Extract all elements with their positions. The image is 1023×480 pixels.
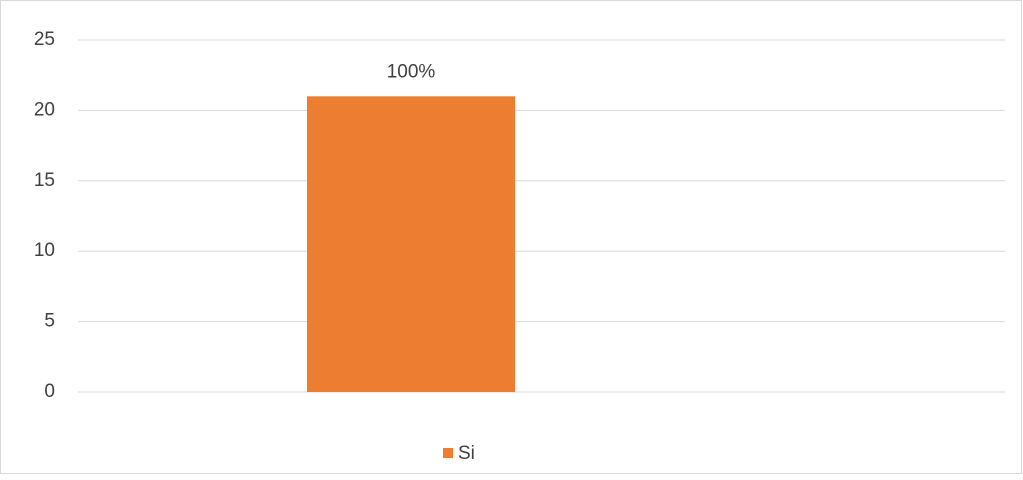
y-tick-label: 25 (34, 29, 55, 50)
y-tick-label: 0 (44, 381, 55, 402)
legend-label: Si (458, 443, 475, 464)
y-tick-label: 20 (34, 99, 55, 120)
y-tick-label: 10 (34, 240, 55, 261)
y-tick-label: 5 (44, 311, 55, 332)
y-tick-label: 15 (34, 170, 55, 191)
bar (307, 96, 515, 392)
legend-swatch (443, 448, 453, 458)
data-label: 100% (387, 61, 436, 82)
